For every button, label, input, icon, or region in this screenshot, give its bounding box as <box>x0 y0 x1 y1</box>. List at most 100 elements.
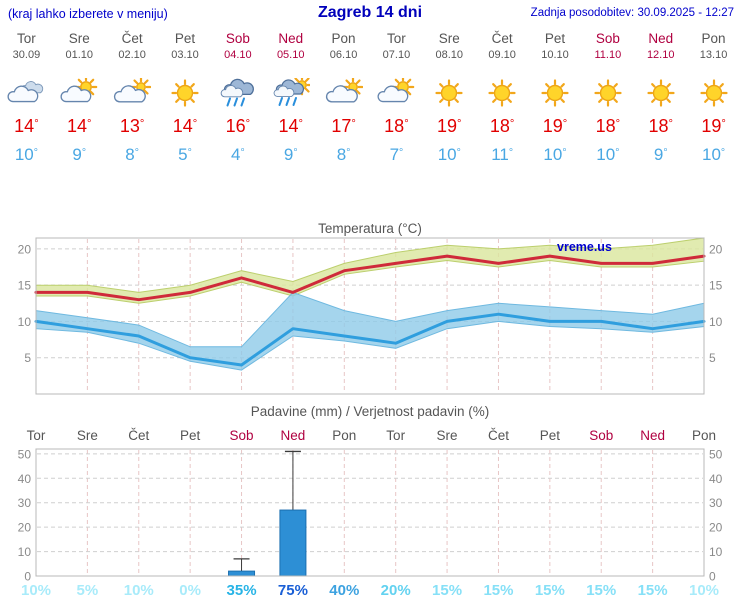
temperature-chart-title: Temperatura (°C) <box>318 221 422 236</box>
min-temp-range-band <box>35 291 705 371</box>
day-date: 30.09 <box>12 48 41 61</box>
day-name: Sre <box>68 31 90 46</box>
precip-day-label: Ned <box>280 428 306 443</box>
day-low-temp: 5° <box>178 144 192 164</box>
sunny-icon <box>529 72 582 114</box>
day-cell-10-10: Pet 10.10 19° 10° <box>529 31 582 165</box>
precip-day-labels: Tor Sre Čet Pet Sob Ned Pon Tor Sre Čet Pet Sob Ned P… <box>0 428 740 445</box>
precip-day-label: Ned <box>640 428 665 443</box>
day-date: 04.10 <box>224 48 252 61</box>
day-low-temp: 10° <box>596 144 620 164</box>
svg-text:20: 20 <box>18 242 32 256</box>
day-high-temp: 18° <box>648 115 673 136</box>
sunny-icon <box>634 72 687 114</box>
precip-probability: 75% <box>277 582 308 599</box>
svg-text:20: 20 <box>709 521 723 535</box>
precip-probability: 0% <box>179 582 201 599</box>
partly-cloudy-icon <box>53 72 106 114</box>
precip-probability: 15% <box>483 582 514 599</box>
day-cell-06-10: Pon 06.10 17° 8° <box>317 31 370 165</box>
precip-day-label: Čet <box>487 428 509 443</box>
day-low-temp: 11° <box>491 144 514 164</box>
day-date: 06.10 <box>329 48 358 61</box>
svg-text:20: 20 <box>709 242 723 256</box>
day-cell-08-10: Sre 08.10 19° 10° <box>423 31 476 165</box>
precip-probability: 20% <box>380 582 411 599</box>
day-high-temp: 19° <box>437 115 462 136</box>
day-cell-12-10: Ned 12.10 18° 9° <box>634 31 687 165</box>
precip-day-label: Čet <box>128 428 150 443</box>
svg-text:10: 10 <box>18 545 32 559</box>
day-low-temp: 10° <box>437 144 461 164</box>
day-low-temp: 10° <box>702 144 726 164</box>
precip-probability: 40% <box>329 582 360 599</box>
mostly-cloudy-icon <box>106 72 159 114</box>
day-name: Tor <box>387 31 406 46</box>
precip-probability: 10% <box>20 582 52 599</box>
day-date: 09.10 <box>488 48 516 61</box>
sunny-icon <box>159 72 212 114</box>
svg-text:0: 0 <box>709 570 716 584</box>
precip-day-label: Tor <box>386 428 406 443</box>
day-cell-07-10: Tor 07.10 18° 7° <box>370 31 423 165</box>
precip-probability: 15% <box>637 582 668 599</box>
svg-text:5: 5 <box>709 351 716 365</box>
svg-text:10: 10 <box>709 315 723 329</box>
day-name: Sob <box>595 31 620 46</box>
precip-bar <box>279 509 307 577</box>
precip-day-label: Sob <box>589 428 614 443</box>
day-low-temp: 9° <box>653 144 668 164</box>
day-date: 12.10 <box>646 48 675 61</box>
svg-text:15: 15 <box>709 279 723 293</box>
day-date: 13.10 <box>699 48 728 61</box>
max-temp-line <box>34 254 706 302</box>
precip-day-label: Pet <box>539 428 560 443</box>
day-cell-03-10: Pet 03.10 14° 5° <box>159 31 212 165</box>
precip-day-label: Sre <box>436 428 458 443</box>
day-cell-05-10: Ned 05.10 14° 9° <box>264 31 317 165</box>
precip-day-label: Sre <box>76 428 98 443</box>
svg-text:30: 30 <box>709 496 723 510</box>
day-low-temp: 8° <box>125 144 139 164</box>
watermark: vreme.us <box>557 240 612 254</box>
sunny-icon <box>581 72 634 114</box>
min-temp-line <box>34 312 706 367</box>
precip-day-label: Pet <box>180 428 201 443</box>
day-low-temp: 10° <box>14 144 38 164</box>
svg-text:40: 40 <box>709 472 723 486</box>
day-name: Sob <box>225 31 250 46</box>
day-name: Pet <box>174 31 196 46</box>
precipitation-chart-title: Padavine (mm) / Verjetnost padavin (%) <box>250 404 490 419</box>
day-date: 07.10 <box>382 48 411 61</box>
day-cell-13-10: Pon 13.10 19° 10° <box>687 31 740 165</box>
day-high-temp: 18° <box>595 115 621 136</box>
day-cell-09-10: Čet 09.10 18° 11° <box>476 31 529 165</box>
precip-day-label: Pon <box>691 428 717 443</box>
precip-probability: 10% <box>688 582 720 599</box>
svg-text:15: 15 <box>18 279 32 293</box>
day-high-temp: 13° <box>119 115 145 136</box>
svg-text:10: 10 <box>18 315 32 329</box>
precip-probability: 35% <box>226 582 257 599</box>
day-high-temp: 14° <box>67 115 92 136</box>
day-high-temp: 19° <box>542 115 568 136</box>
day-cell-04-10: Sob 04.10 16° 4° <box>211 31 264 165</box>
precip-day-label: Tor <box>26 428 46 443</box>
precip-day-label: Sob <box>229 428 254 443</box>
day-date: 10.10 <box>541 48 569 61</box>
rain-sun-icon <box>264 72 317 114</box>
sunny-icon <box>476 72 529 114</box>
precip-probability: 15% <box>586 582 617 599</box>
svg-text:40: 40 <box>18 472 32 486</box>
day-cell-30-09: Tor 30.09 14° 10° <box>0 31 53 165</box>
page-title: Zagreb 14 dni <box>317 4 423 21</box>
day-name: Ned <box>278 31 304 46</box>
day-low-temp: 4° <box>231 144 245 164</box>
day-high-temp: 19° <box>701 115 726 136</box>
day-cell-01-10: Sre 01.10 14° 9° <box>53 31 106 165</box>
temperature-chart: 5 5 10 10 15 15 20 20 vreme.us <box>18 237 723 395</box>
day-name: Ned <box>648 31 674 46</box>
sunny-icon <box>423 72 476 114</box>
precip-probability: 5% <box>76 582 99 599</box>
